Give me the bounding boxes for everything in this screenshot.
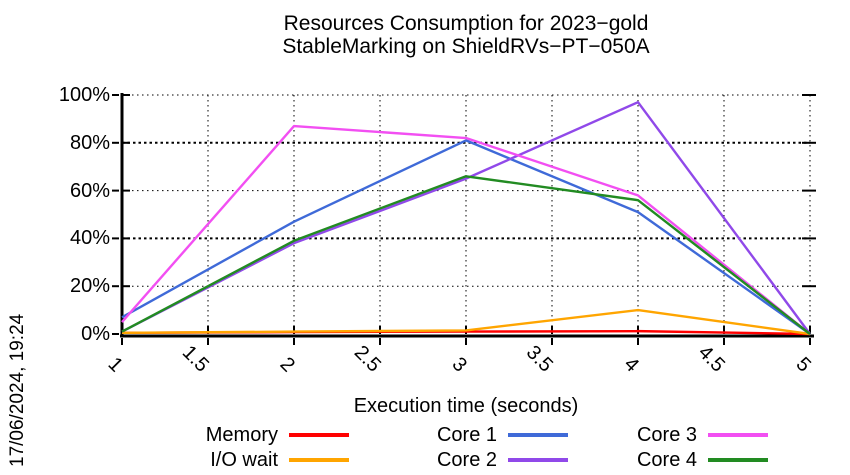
legend-swatch-i-o-wait xyxy=(289,458,349,462)
legend-swatch-core-1 xyxy=(508,433,568,437)
series-line-core-1 xyxy=(121,139,811,335)
legend-swatch-core-3 xyxy=(708,433,768,437)
legend-swatch-core-2 xyxy=(508,458,568,462)
y-tick-label: 100% xyxy=(58,84,110,106)
legend-label-memory: Memory xyxy=(205,424,278,446)
y-tick-label: 60% xyxy=(69,179,110,202)
legend-swatch-memory xyxy=(289,433,349,437)
series-line-core-4 xyxy=(121,175,811,335)
legend-label-core-4: Core 4 xyxy=(636,449,697,471)
legend-label-core-3: Core 3 xyxy=(636,424,697,446)
y-tick-label: 40% xyxy=(69,227,110,250)
series-line-core-3 xyxy=(121,124,811,335)
legend-label-core-1: Core 1 xyxy=(436,424,497,446)
x-axis-label: Execution time (seconds) xyxy=(353,395,579,417)
chart-title-line1: Resources Consumption for 2023−gold xyxy=(283,12,649,35)
y-tick-label: 80% xyxy=(69,131,110,154)
y-tick-label: 0% xyxy=(81,323,110,345)
legend-label-i-o-wait: I/O wait xyxy=(210,449,278,471)
legend-swatch-core-4 xyxy=(708,458,768,462)
chart-title-line2: StableMarking on ShieldRVs−PT−050A xyxy=(282,35,650,58)
series-line-i-o-wait xyxy=(121,308,811,336)
chart-title: Resources Consumption for 2023−gold Stab… xyxy=(122,12,810,58)
series-line-core-2 xyxy=(121,100,811,335)
y-tick-label: 20% xyxy=(69,275,110,298)
legend-label-core-2: Core 2 xyxy=(436,449,497,471)
